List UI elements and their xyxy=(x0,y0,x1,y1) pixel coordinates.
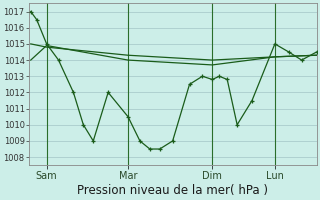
X-axis label: Pression niveau de la mer( hPa ): Pression niveau de la mer( hPa ) xyxy=(77,184,268,197)
